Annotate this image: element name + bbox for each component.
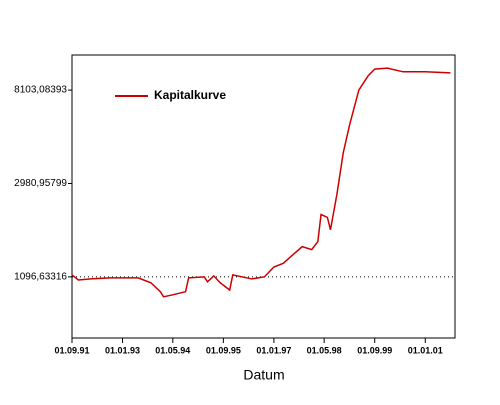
- legend-label: Kapitalkurve: [154, 88, 226, 102]
- x-tick-label: 01.01.97: [256, 345, 291, 355]
- x-tick-label: 01.09.99: [357, 345, 392, 355]
- x-tick-label: 01.01.93: [105, 345, 140, 355]
- y-tick-label: 8103,08393: [14, 85, 67, 96]
- x-tick-label: 01.09.95: [206, 345, 241, 355]
- y-tick-label: 2980,95799: [14, 178, 67, 189]
- x-tick-label: 01.05.98: [307, 345, 342, 355]
- x-tick-label: 01.05.94: [155, 345, 190, 355]
- data-line: [71, 67, 451, 298]
- y-tick-label: 1096,63316: [14, 272, 67, 283]
- plot-frame: [71, 54, 456, 339]
- x-tick-label: 01.09.91: [54, 345, 89, 355]
- x-axis-label: Datum: [243, 367, 284, 383]
- x-tick-label: 01.01.01: [408, 345, 443, 355]
